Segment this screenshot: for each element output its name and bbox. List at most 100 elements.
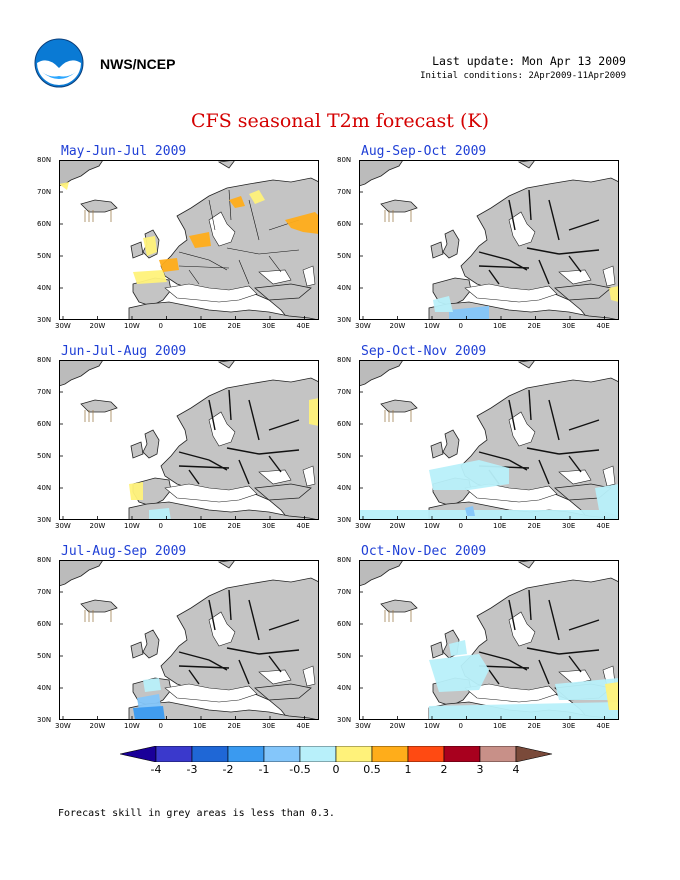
lon-label: 30E: [562, 522, 576, 530]
tick-marks: [384, 210, 412, 222]
legend-swatch: [371, 745, 409, 763]
country-border: [208, 259, 228, 271]
legend-swatch: [479, 745, 517, 763]
land-area: [430, 441, 444, 459]
country-border: [508, 399, 516, 431]
country-border: [228, 389, 232, 421]
lon-label: 30W: [55, 722, 71, 730]
panel-jun-jul-aug-title: Jun-Jul-Aug 2009: [61, 344, 187, 359]
lat-label: 40N: [337, 284, 352, 292]
lon-label: 20E: [227, 522, 241, 530]
country-border: [526, 447, 560, 455]
legend-swatch: [155, 745, 193, 763]
country-border: [248, 199, 260, 241]
sea-area: [602, 465, 616, 487]
lon-label: 10E: [193, 522, 207, 530]
lon-label: 20W: [89, 722, 106, 730]
country-border: [228, 589, 232, 621]
anomaly-area: [133, 270, 167, 284]
country-border: [478, 451, 510, 461]
land-area: [359, 560, 404, 587]
sea-area: [164, 283, 258, 303]
panel-sep-oct-nov-title: Sep-Oct-Nov 2009: [361, 344, 487, 359]
lon-label: 30W: [355, 322, 371, 330]
country-border: [226, 247, 260, 255]
lon-label: 10E: [493, 522, 507, 530]
legend-label: 4: [512, 763, 520, 776]
sea-area: [258, 269, 292, 285]
lon-label: 30E: [562, 722, 576, 730]
lat-label: 50N: [337, 452, 352, 460]
lon-label: 0: [458, 722, 463, 730]
lat-label: 30N: [337, 316, 352, 324]
land-area: [128, 501, 319, 520]
land-area: [254, 683, 312, 701]
country-border: [478, 651, 510, 661]
lat-label: 60N: [337, 220, 352, 228]
anomaly-area: [429, 702, 619, 720]
land-area: [430, 241, 444, 259]
lat-label: 30N: [337, 716, 352, 724]
lon-label: 40E: [296, 522, 310, 530]
lon-label: 10E: [193, 322, 207, 330]
lon-label: 10W: [124, 522, 140, 530]
legend-label: -0.5: [289, 763, 311, 776]
lon-label: 0: [458, 322, 463, 330]
lat-label: 40N: [337, 684, 352, 692]
lat-label: 70N: [37, 588, 52, 596]
lat-label: 70N: [337, 588, 352, 596]
lat-label: 30N: [37, 516, 52, 524]
lat-label: 30N: [37, 316, 52, 324]
lon-label: 10W: [124, 722, 140, 730]
country-border: [178, 251, 210, 261]
country-border: [188, 269, 200, 285]
land-area: [59, 560, 104, 587]
panel-jul-aug-sep-title: Jul-Aug-Sep 2009: [61, 544, 187, 559]
country-border: [258, 449, 300, 455]
lat-label: 60N: [337, 620, 352, 628]
anomaly-area: [149, 508, 171, 520]
anomaly-area: [129, 482, 143, 500]
lat-label: 60N: [337, 420, 352, 428]
legend-swatch: [443, 745, 481, 763]
sea-area: [258, 669, 292, 685]
country-border: [228, 189, 232, 221]
land-area: [142, 429, 160, 459]
sea-area: [208, 211, 236, 247]
country-border: [478, 265, 530, 269]
lat-label: 30N: [37, 716, 52, 724]
sea-area: [508, 211, 536, 247]
land-area: [130, 241, 144, 259]
anomaly-area: [143, 678, 161, 692]
sea-area: [508, 411, 536, 447]
noaa-logo-icon: [34, 38, 84, 88]
lat-label: 70N: [337, 388, 352, 396]
country-border: [528, 589, 532, 621]
country-border: [258, 249, 300, 255]
panel-aug-sep-oct-map: [359, 160, 619, 320]
panel-oct-nov-dec-title: Oct-Nov-Dec 2009: [361, 544, 487, 559]
country-border: [568, 219, 600, 231]
sea-area: [558, 469, 592, 485]
lon-label: 40E: [296, 322, 310, 330]
anomaly-area: [465, 506, 475, 516]
land-area: [254, 483, 312, 501]
country-border: [488, 669, 500, 685]
lat-label: 50N: [37, 452, 52, 460]
country-border: [548, 399, 560, 441]
land-area: [430, 641, 444, 659]
sea-area: [464, 283, 558, 303]
lat-label: 50N: [37, 252, 52, 260]
lon-label: 30W: [55, 522, 71, 530]
anomaly-area: [309, 398, 319, 426]
anomaly-area: [555, 678, 619, 700]
lat-label: 80N: [37, 356, 52, 364]
land-area: [59, 360, 104, 387]
anomaly-area: [449, 306, 489, 320]
lon-label: 30E: [562, 322, 576, 330]
sea-area: [464, 683, 558, 703]
initial-conditions: Initial conditions: 2Apr2009-11Apr2009: [420, 71, 626, 81]
lon-label: 40E: [296, 722, 310, 730]
lat-label: 50N: [337, 252, 352, 260]
country-border: [478, 665, 530, 669]
